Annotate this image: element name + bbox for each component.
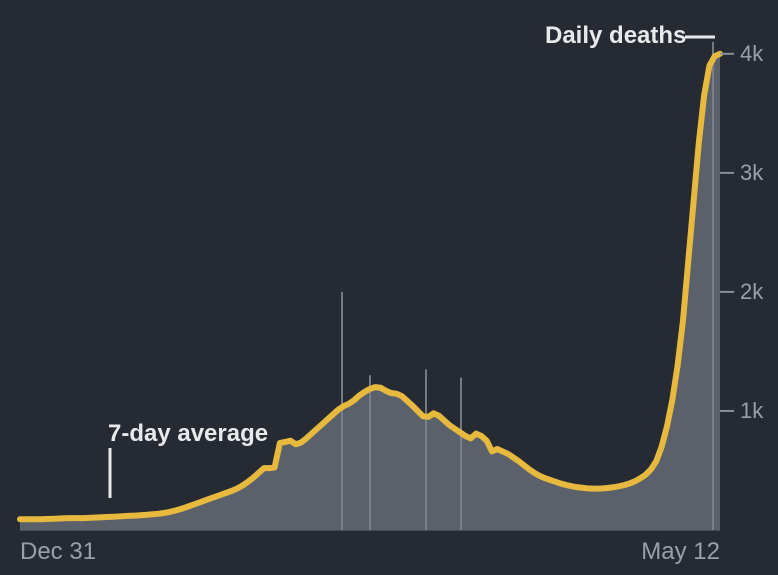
chart-canvas: [0, 0, 778, 575]
y-tick-label: 3k: [740, 160, 763, 186]
deaths-chart: 1k 2k 3k 4k Dec 31 May 12 7-day average Daily d…: [0, 0, 778, 575]
x-axis-label: May 12: [641, 538, 720, 566]
y-tick-label: 2k: [740, 279, 763, 305]
avg-label: 7-day average: [108, 420, 268, 448]
daily-label: Daily deaths: [545, 22, 686, 50]
y-tick-label: 4k: [740, 41, 763, 67]
y-tick-label: 1k: [740, 398, 763, 424]
x-axis-label: Dec 31: [20, 538, 96, 566]
